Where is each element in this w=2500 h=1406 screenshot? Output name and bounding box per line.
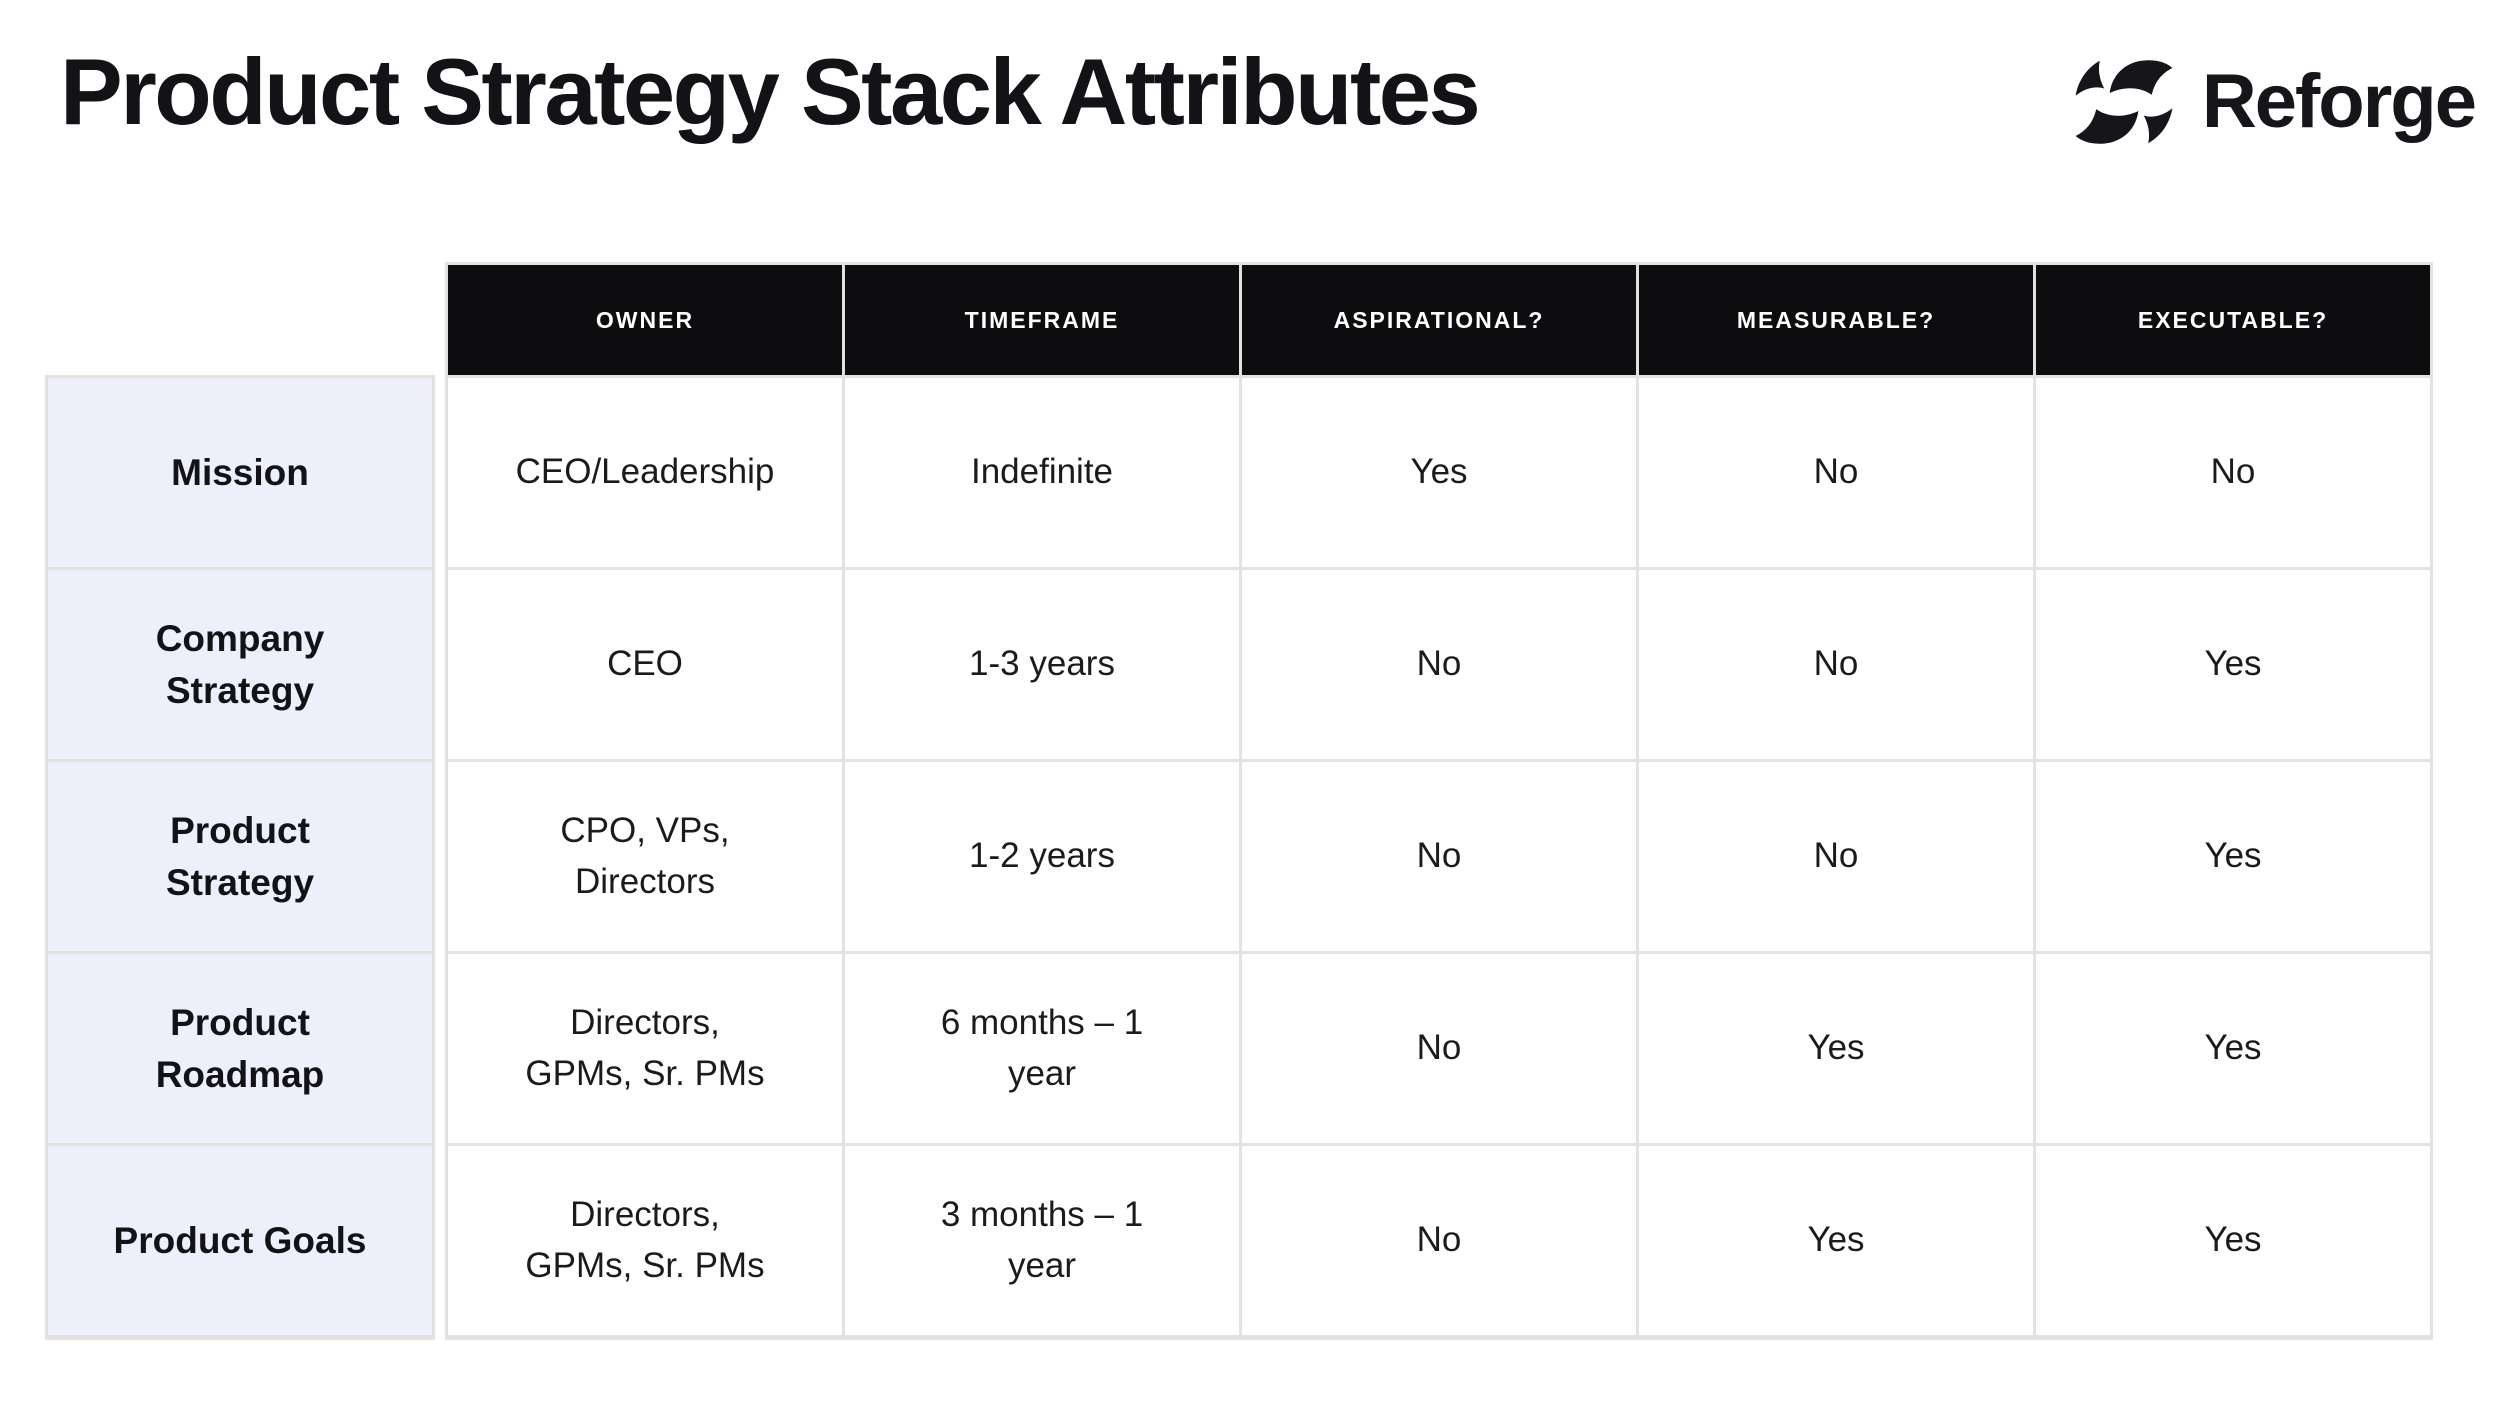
column-header-aspirational: ASPIRATIONAL? — [1242, 265, 1636, 375]
reforge-logo: Reforge — [2070, 56, 2477, 148]
page-title: Product Strategy Stack Attributes — [60, 39, 1481, 144]
table-cell: No — [1639, 762, 2033, 951]
table-cell: Yes — [2036, 762, 2430, 951]
table-cell: No — [1242, 762, 1636, 951]
table-cell: No — [1639, 378, 2033, 567]
table-cell: 1-3 years — [845, 570, 1239, 759]
reforge-logo-mark-icon — [2075, 60, 2173, 144]
row-label-company-strategy: Company Strategy — [48, 570, 432, 759]
table-cell: Indefinite — [845, 378, 1239, 567]
attributes-table: OWNER TIMEFRAME ASPIRATIONAL? MEASURABLE… — [445, 262, 2433, 1340]
row-label-product-goals: Product Goals — [48, 1146, 432, 1335]
table-cell: 6 months – 1 year — [845, 954, 1239, 1143]
table-cell: No — [1242, 1146, 1636, 1335]
table-cell: CPO, VPs, Directors — [448, 762, 842, 951]
table-cell: CEO/Leadership — [448, 378, 842, 567]
row-label-product-strategy: Product Strategy — [48, 762, 432, 951]
table-cell: Yes — [2036, 954, 2430, 1143]
table-cell: Yes — [2036, 1146, 2430, 1335]
row-label-mission: Mission — [48, 378, 432, 567]
table-cell: Yes — [1639, 1146, 2033, 1335]
column-header-executable: EXECUTABLE? — [2036, 265, 2430, 375]
table-cell: Yes — [1242, 378, 1636, 567]
row-label-product-roadmap: Product Roadmap — [48, 954, 432, 1143]
table-cell: No — [1242, 954, 1636, 1143]
table-cell: CEO — [448, 570, 842, 759]
table-cell: No — [1242, 570, 1636, 759]
table-cell: No — [2036, 378, 2430, 567]
table-cell: Yes — [1639, 954, 2033, 1143]
table-cell: Yes — [2036, 570, 2430, 759]
column-header-owner: OWNER — [448, 265, 842, 375]
row-header-column: Mission Company Strategy Product Strateg… — [45, 375, 435, 1340]
table-cell: Directors, GPMs, Sr. PMs — [448, 954, 842, 1143]
table-cell: 3 months – 1 year — [845, 1146, 1239, 1335]
column-header-measurable: MEASURABLE? — [1639, 265, 2033, 375]
table-cell: 1-2 years — [845, 762, 1239, 951]
table-cell: No — [1639, 570, 2033, 759]
reforge-brand-name: Reforge — [2201, 59, 2477, 144]
table-cell: Directors, GPMs, Sr. PMs — [448, 1146, 842, 1335]
column-header-timeframe: TIMEFRAME — [845, 265, 1239, 375]
